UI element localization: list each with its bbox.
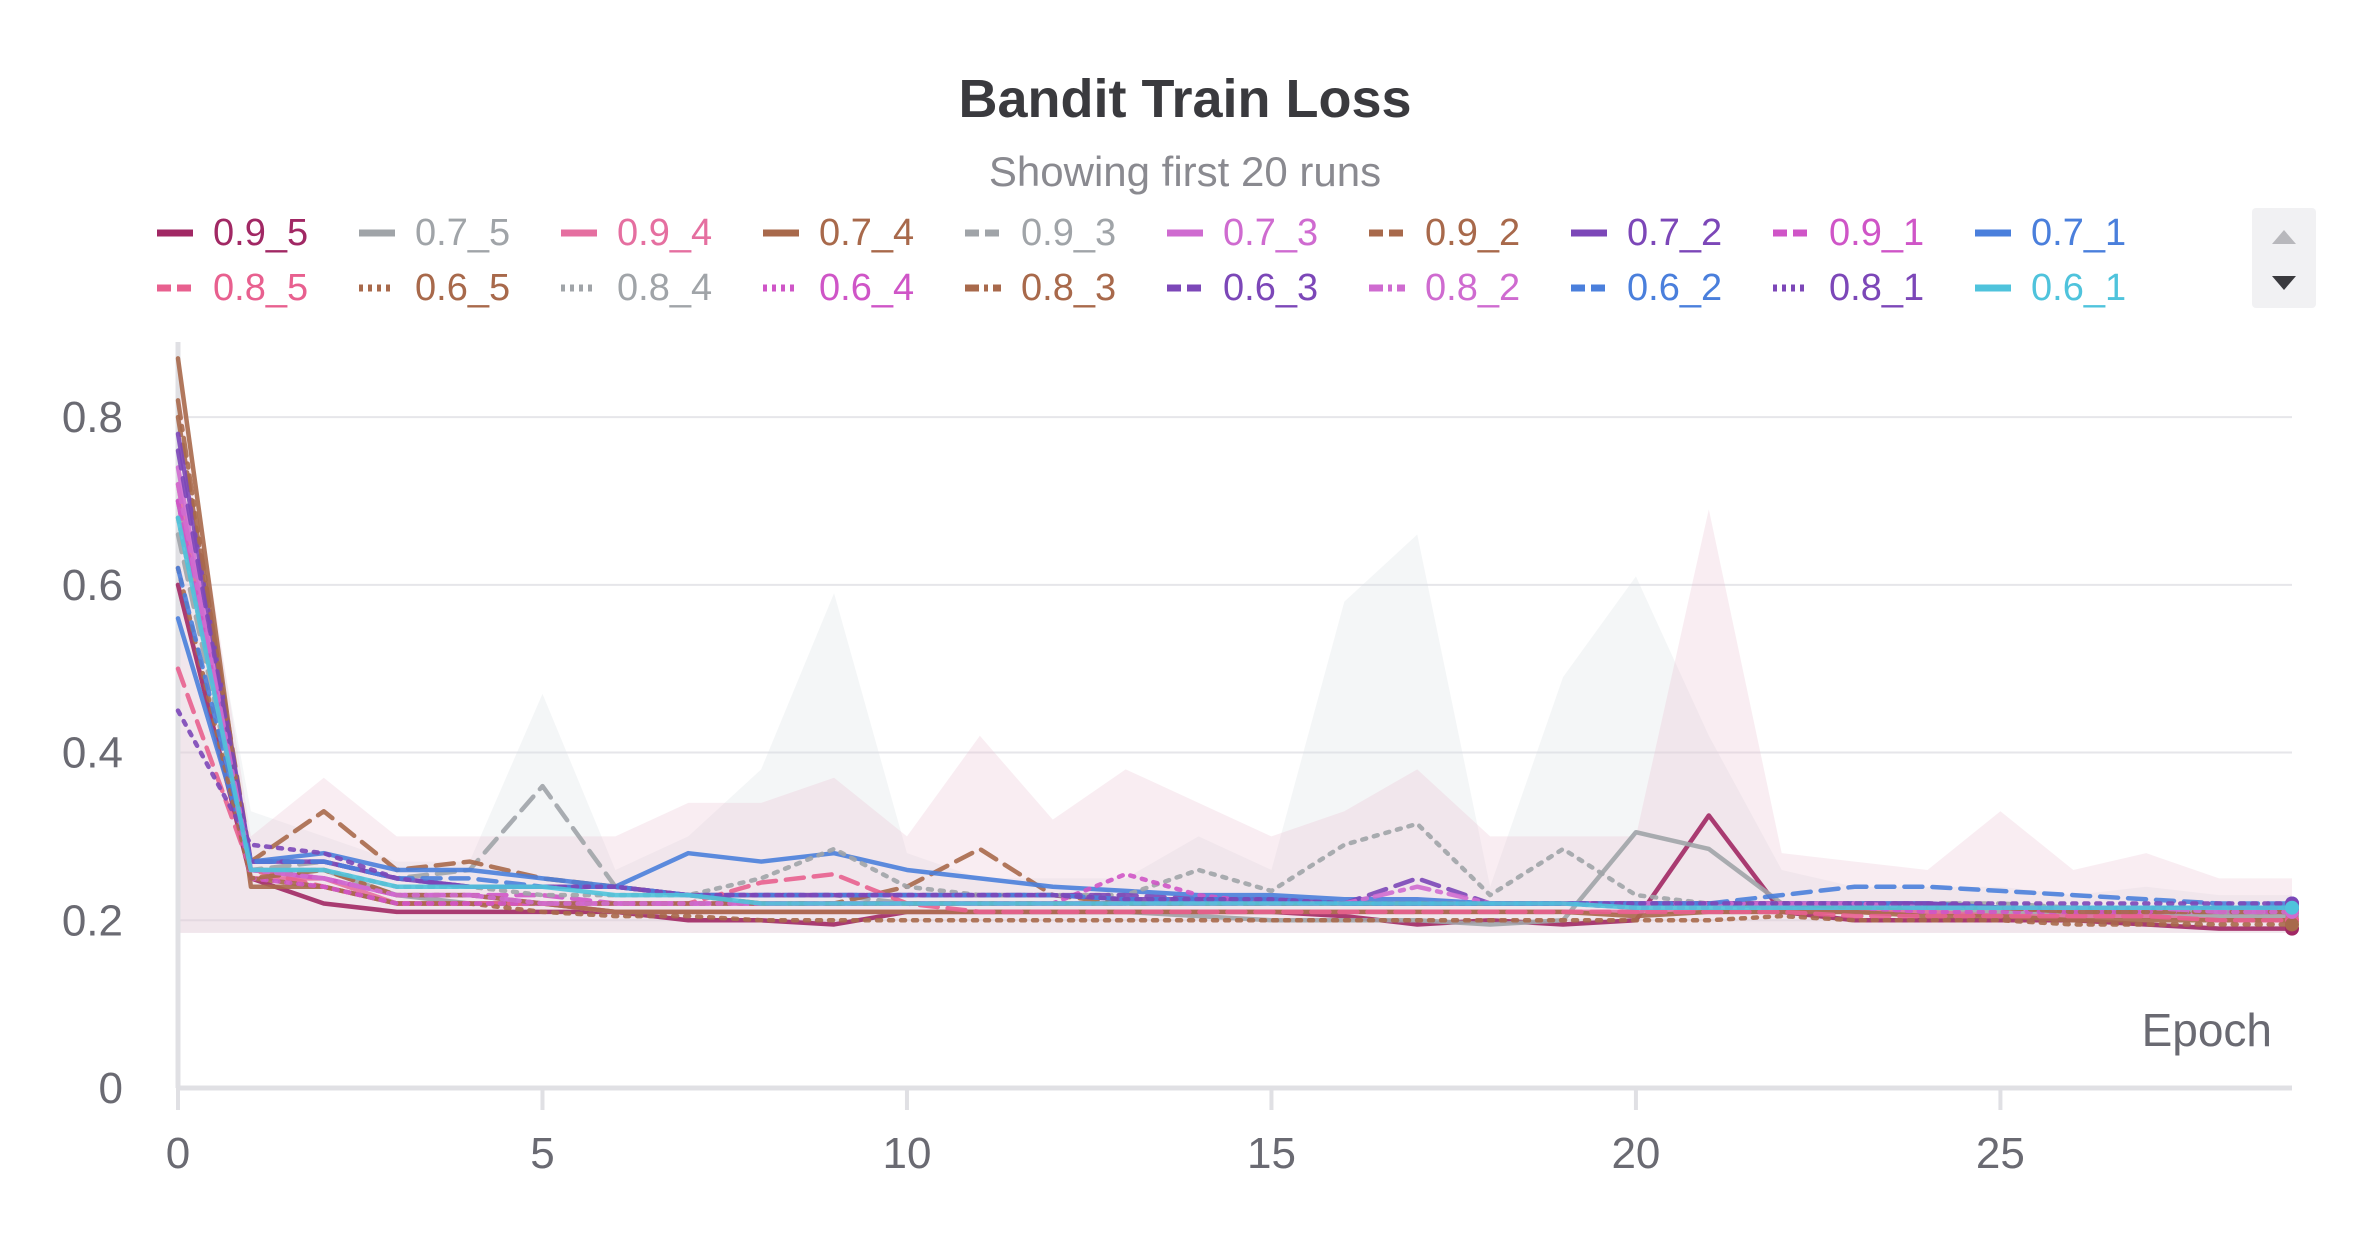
x-tick-label: 25 [1976, 1129, 2025, 1178]
legend-item[interactable]: 0.7_5 [357, 208, 510, 258]
x-tick-label: 10 [882, 1129, 931, 1178]
legend-swatch [359, 284, 395, 292]
legend-label: 0.6_2 [1627, 266, 1723, 309]
legend-item[interactable]: 0.7_4 [761, 208, 914, 258]
legend-label: 0.9_2 [1425, 211, 1521, 254]
legend-swatch [1571, 284, 1607, 292]
chart-subtitle: Showing first 20 runs [988, 148, 1382, 195]
legend-swatch [1571, 229, 1607, 237]
legend-item[interactable]: 0.9_1 [1771, 208, 1924, 258]
legend-swatch [157, 229, 193, 237]
legend-item[interactable]: 0.7_2 [1569, 208, 1722, 258]
legend-swatch [561, 229, 597, 237]
legend-swatch [1167, 284, 1203, 292]
legend-swatch [359, 229, 395, 237]
x-tick-label: 20 [1611, 1129, 1660, 1178]
legend-label: 0.7_2 [1627, 211, 1723, 254]
legend-item[interactable]: 0.7_1 [1973, 208, 2126, 258]
legend-label: 0.8_2 [1425, 266, 1521, 309]
legend-swatch [1369, 284, 1405, 292]
legend-item[interactable]: 0.8_4 [559, 263, 712, 313]
legend-label: 0.7_5 [415, 211, 511, 254]
legend-scroller[interactable] [2252, 208, 2316, 308]
legend-swatch [1975, 284, 2011, 292]
legend-label: 0.8_3 [1021, 266, 1117, 309]
legend-label: 0.8_1 [1829, 266, 1925, 309]
legend-item[interactable]: 0.9_2 [1367, 208, 1520, 258]
chart-legend: 0.9_5 0.7_5 0.9_4 0.7_4 0.9_3 0.7_3 0.9_2 0.7_2… [155, 208, 2175, 318]
legend-label: 0.7_1 [2031, 211, 2127, 254]
legend-label: 0.9_5 [213, 211, 309, 254]
min-max-band [178, 366, 2292, 933]
legend-item[interactable]: 0.9_4 [559, 208, 712, 258]
legend-item[interactable]: 0.9_5 [155, 208, 308, 258]
legend-item[interactable]: 0.8_2 [1367, 263, 1520, 313]
legend-swatch [1975, 229, 2011, 237]
legend-label: 0.9_3 [1021, 211, 1117, 254]
series-line [175, 515, 2295, 910]
series-line [175, 565, 2295, 927]
x-tick-label: 0 [166, 1129, 190, 1178]
legend-item[interactable]: 0.6_1 [1973, 263, 2126, 313]
legend-item[interactable]: 0.6_4 [761, 263, 914, 313]
legend-swatch [763, 229, 799, 237]
legend-label: 0.6_4 [819, 266, 915, 309]
y-tick-label: 0.4 [62, 729, 123, 778]
legend-label: 0.8_5 [213, 266, 309, 309]
chart-title: Bandit Train Loss [958, 69, 1412, 129]
legend-item[interactable]: 0.8_5 [155, 263, 308, 313]
y-tick-label: 0.8 [62, 393, 123, 442]
y-tick-label: 0.2 [62, 896, 123, 945]
legend-item[interactable]: 0.7_3 [1165, 208, 1318, 258]
y-tick-label: 0 [99, 1064, 123, 1113]
legend-item[interactable]: 0.6_3 [1165, 263, 1318, 313]
x-tick-label: 15 [1247, 1129, 1296, 1178]
legend-swatch [965, 229, 1001, 237]
legend-label: 0.9_4 [617, 211, 713, 254]
series-end-point [2285, 917, 2299, 932]
legend-swatch [1167, 229, 1203, 237]
y-tick-label: 0.6 [62, 561, 123, 610]
legend-item[interactable]: 0.9_3 [963, 208, 1116, 258]
legend-swatch [157, 284, 193, 292]
series-line [175, 666, 2295, 923]
series-end-point [2285, 900, 2299, 915]
scroll-down-icon[interactable] [2272, 276, 2296, 290]
legend-label: 0.6_3 [1223, 266, 1319, 309]
legend-swatch [1773, 284, 1809, 292]
x-tick-label: 5 [530, 1129, 554, 1178]
legend-label: 0.9_1 [1829, 211, 1925, 254]
legend-swatch [965, 284, 1001, 292]
legend-swatch [561, 284, 597, 292]
legend-swatch [1369, 229, 1405, 237]
series-line [175, 532, 2295, 910]
legend-item[interactable]: 0.8_3 [963, 263, 1116, 313]
legend-label: 0.7_3 [1223, 211, 1319, 254]
legend-swatch [763, 284, 799, 292]
min-max-band [178, 417, 2292, 933]
legend-swatch [1773, 229, 1809, 237]
legend-item[interactable]: 0.8_1 [1771, 263, 1924, 313]
legend-label: 0.8_4 [617, 266, 713, 309]
x-axis-label: Epoch [2142, 1004, 2272, 1056]
legend-label: 0.7_4 [819, 211, 915, 254]
scroll-up-icon[interactable] [2272, 230, 2296, 244]
legend-item[interactable]: 0.6_2 [1569, 263, 1722, 313]
legend-item[interactable]: 0.6_5 [357, 263, 510, 313]
legend-label: 0.6_1 [2031, 266, 2127, 309]
legend-label: 0.6_5 [415, 266, 511, 309]
